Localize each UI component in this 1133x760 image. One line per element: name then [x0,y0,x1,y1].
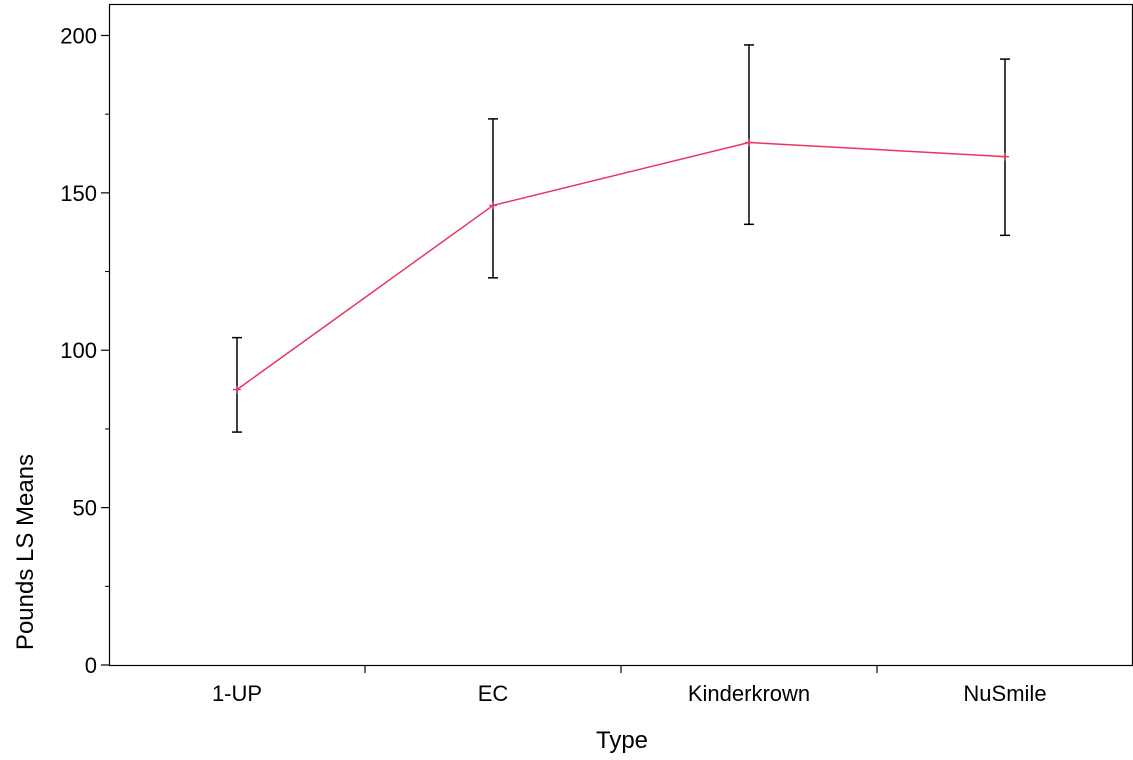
x-tick-label-0: 1-UP [212,681,262,706]
y-tick-label-3: 150 [60,181,97,206]
y-tick-label-4: 200 [60,23,97,48]
series-line-0 [236,141,1006,391]
x-tick-label-3: NuSmile [963,681,1046,706]
y-tick-label-2: 100 [60,338,97,363]
plot-frame [108,3,1133,667]
y-tick-label-0: 0 [85,653,97,678]
data-point-NuSmile [1001,152,1009,161]
x-tick-label-1: EC [478,681,509,706]
data-point-1-UP [233,385,241,394]
data-point-EC [489,201,497,210]
x-axis-title: Type [596,727,648,754]
error-bars [232,44,1010,433]
series-lines [236,141,1006,391]
x-tick-label-2: Kinderkrown [688,681,810,706]
y-tick-label-1: 50 [73,496,97,521]
y-axis-title: Pounds LS Means [12,454,39,650]
axes: 0 50 100 150 200 1-UP EC Kinderkrown NuSmile [60,3,1133,706]
data-point-Kinderkrown [745,138,753,147]
series-markers [233,138,1009,394]
